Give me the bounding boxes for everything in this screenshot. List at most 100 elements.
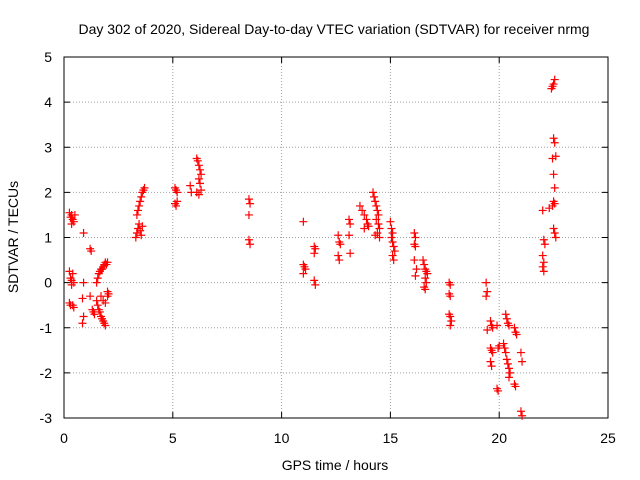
data-point <box>186 181 195 190</box>
data-point <box>539 258 548 267</box>
data-point <box>137 192 146 201</box>
data-point <box>135 201 144 210</box>
data-point <box>540 240 549 249</box>
data-point <box>194 190 203 199</box>
data-point <box>539 267 548 276</box>
data-point <box>79 312 88 321</box>
data-point <box>197 186 206 195</box>
data-point <box>364 222 373 231</box>
data-point <box>504 373 513 382</box>
data-point <box>387 233 396 242</box>
data-point <box>423 269 432 278</box>
data-point <box>518 411 527 420</box>
data-point <box>103 258 112 267</box>
data-point <box>173 188 182 197</box>
data-point <box>311 280 320 289</box>
data-point <box>372 215 381 224</box>
data-point <box>345 215 354 224</box>
data-point <box>299 217 308 226</box>
data-point <box>136 226 145 235</box>
data-point <box>346 219 355 228</box>
data-point <box>410 256 419 265</box>
data-point <box>310 249 319 258</box>
data-point <box>103 287 112 296</box>
data-point <box>510 323 519 332</box>
data-point <box>68 269 77 278</box>
data-point <box>246 199 255 208</box>
y-tick-label: 3 <box>44 139 52 155</box>
y-axis-label: SDTVAR / TECUs <box>5 181 21 293</box>
data-point <box>550 75 559 84</box>
data-point <box>371 231 380 240</box>
data-point <box>244 210 253 219</box>
data-point <box>551 233 560 242</box>
data-point <box>358 206 367 215</box>
data-point <box>549 170 558 179</box>
data-point <box>196 165 204 174</box>
data-point <box>336 240 345 249</box>
data-point <box>93 301 102 310</box>
data-point <box>446 292 455 301</box>
data-point <box>69 303 78 312</box>
data-point <box>172 201 181 210</box>
data-point <box>483 287 492 296</box>
data-point <box>388 228 397 237</box>
data-point <box>548 154 557 163</box>
data-point <box>101 298 110 307</box>
data-point <box>387 224 396 233</box>
data-point <box>140 183 149 192</box>
data-point <box>446 280 455 289</box>
data-point <box>550 228 559 237</box>
data-point <box>368 188 377 197</box>
data-point <box>410 228 419 237</box>
data-point <box>334 251 343 260</box>
data-point <box>389 256 398 265</box>
x-tick-label: 0 <box>60 430 68 446</box>
data-point <box>502 314 511 323</box>
x-tick-label: 25 <box>600 430 616 446</box>
data-point <box>375 233 384 242</box>
data-point <box>137 231 146 240</box>
data-point <box>194 161 203 170</box>
data-point <box>501 310 510 319</box>
data-point <box>506 368 515 377</box>
data-point <box>375 224 384 233</box>
data-point <box>504 364 513 373</box>
data-point <box>335 256 344 265</box>
data-point <box>446 321 455 330</box>
data-point <box>511 382 520 391</box>
data-point <box>482 292 491 301</box>
data-point <box>374 219 383 228</box>
data-point <box>70 210 79 219</box>
data-point <box>545 204 554 213</box>
data-point <box>493 321 502 330</box>
data-point <box>132 210 141 219</box>
x-tick-label: 5 <box>169 430 177 446</box>
data-point <box>360 224 369 233</box>
data-point <box>483 326 492 335</box>
data-point <box>512 330 521 339</box>
data-point <box>194 174 203 183</box>
data-point <box>355 201 364 210</box>
data-point <box>133 206 142 215</box>
data-point <box>518 357 527 366</box>
y-tick-label: -3 <box>40 410 53 426</box>
data-point <box>360 210 369 219</box>
data-point <box>388 238 397 247</box>
data-point <box>93 274 102 283</box>
data-point <box>389 242 398 251</box>
data-point <box>311 244 320 253</box>
y-tick-label: -2 <box>40 365 53 381</box>
data-point <box>503 359 512 368</box>
data-point <box>502 355 511 364</box>
data-point <box>549 80 558 89</box>
y-tick-label: 5 <box>44 49 52 65</box>
data-point <box>495 341 504 350</box>
data-point <box>371 197 380 206</box>
axis-ticks: 0 5 10 15 20 25 -3 -2 -1 0 1 2 3 4 5 <box>40 49 616 446</box>
data-point <box>67 219 76 228</box>
data-point <box>138 222 147 231</box>
data-point <box>538 206 547 215</box>
data-point <box>550 183 559 192</box>
